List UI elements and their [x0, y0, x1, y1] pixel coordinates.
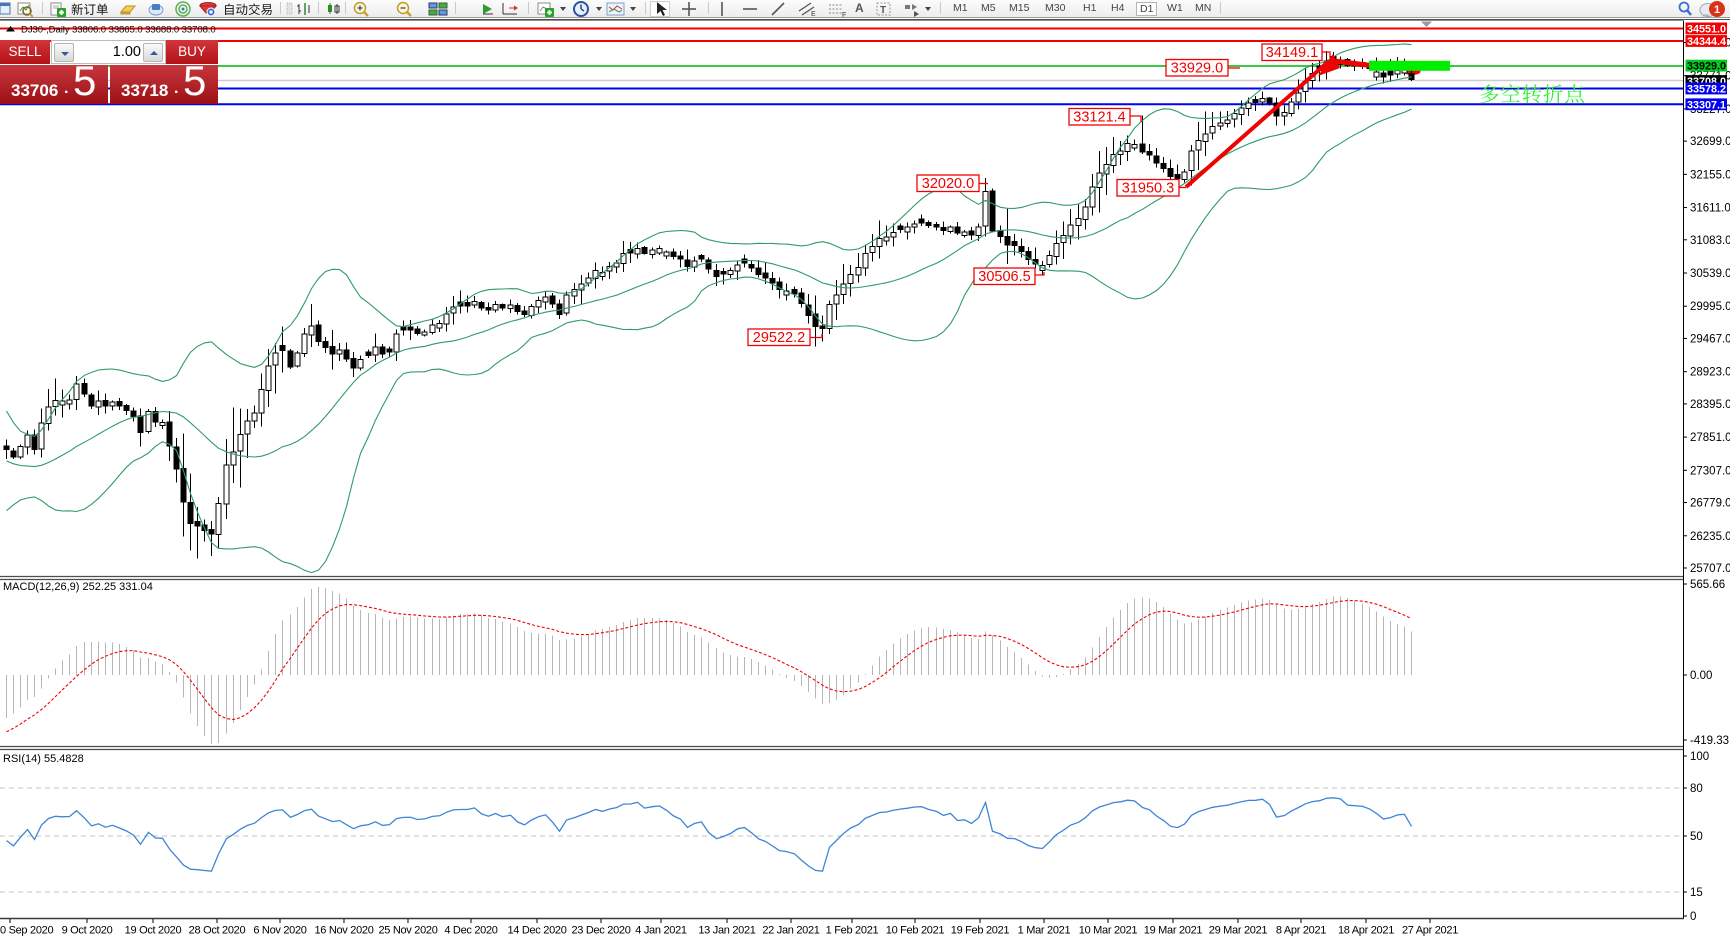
svg-text:29522.2: 29522.2 [753, 330, 805, 346]
svg-text:28 Oct 2020: 28 Oct 2020 [189, 925, 246, 937]
svg-text:14 Dec 2020: 14 Dec 2020 [507, 925, 566, 937]
svg-text:28395.0: 28395.0 [1690, 399, 1730, 411]
svg-text:T: T [880, 5, 886, 16]
svg-text:4 Jan 2021: 4 Jan 2021 [635, 925, 687, 937]
svg-text:F: F [842, 12, 846, 17]
svg-text:32155.0: 32155.0 [1690, 169, 1730, 181]
svg-text:33121.4: 33121.4 [1073, 110, 1125, 126]
svg-text:4 Dec 2020: 4 Dec 2020 [444, 925, 497, 937]
svg-text:26235.0: 26235.0 [1690, 531, 1730, 543]
svg-text:32699.0: 32699.0 [1690, 136, 1730, 148]
svg-text:0.00: 0.00 [1690, 670, 1712, 682]
svg-text:27851.0: 27851.0 [1690, 432, 1730, 444]
svg-text:1 Mar 2021: 1 Mar 2021 [1018, 925, 1071, 937]
svg-text:18 Apr 2021: 18 Apr 2021 [1338, 925, 1394, 937]
svg-text:-419.33: -419.33 [1690, 735, 1729, 747]
svg-text:27307.0: 27307.0 [1690, 465, 1730, 477]
svg-text:10 Mar 2021: 10 Mar 2021 [1079, 925, 1138, 937]
svg-text:565.66: 565.66 [1690, 579, 1725, 591]
svg-text:16 Nov 2020: 16 Nov 2020 [314, 925, 373, 937]
svg-text:13 Jan 2021: 13 Jan 2021 [698, 925, 755, 937]
svg-text:31083.0: 31083.0 [1690, 235, 1730, 247]
svg-text:26779.0: 26779.0 [1690, 498, 1730, 510]
svg-text:31950.3: 31950.3 [1122, 181, 1174, 197]
svg-text:19 Oct 2020: 19 Oct 2020 [125, 925, 182, 937]
svg-text:DJ30-,Daily 33806.0 33865.0 3: DJ30-,Daily 33806.0 33865.0 33688.0 3370… [21, 25, 216, 36]
svg-text:34344.4: 34344.4 [1687, 36, 1726, 48]
svg-text:30539.0: 30539.0 [1690, 268, 1730, 280]
svg-text:RSI(14) 55.4828: RSI(14) 55.4828 [3, 753, 84, 765]
svg-text:50: 50 [1690, 831, 1703, 843]
svg-text:27 Apr 2021: 27 Apr 2021 [1402, 925, 1458, 937]
svg-text:10 Feb 2021: 10 Feb 2021 [886, 925, 945, 937]
svg-text:29 Mar 2021: 29 Mar 2021 [1209, 925, 1268, 937]
svg-text:0 Sep 2020: 0 Sep 2020 [0, 925, 53, 937]
svg-text:8 Apr 2021: 8 Apr 2021 [1276, 925, 1326, 937]
svg-text:0: 0 [1690, 911, 1696, 923]
svg-text:34149.1: 34149.1 [1266, 45, 1318, 61]
svg-text:19 Mar 2021: 19 Mar 2021 [1144, 925, 1203, 937]
svg-text:1: 1 [1714, 4, 1720, 16]
svg-text:25 Nov 2020: 25 Nov 2020 [378, 925, 437, 937]
svg-text:23 Dec 2020: 23 Dec 2020 [571, 925, 630, 937]
svg-text:E: E [811, 11, 816, 17]
svg-text:33578.2: 33578.2 [1687, 84, 1726, 96]
svg-text:33929.0: 33929.0 [1171, 61, 1223, 77]
svg-text:25707.0: 25707.0 [1690, 563, 1730, 575]
svg-text:33307.1: 33307.1 [1687, 99, 1726, 111]
svg-text:31611.0: 31611.0 [1690, 203, 1730, 215]
svg-text:29995.0: 29995.0 [1690, 301, 1730, 313]
svg-text:1 Feb 2021: 1 Feb 2021 [826, 925, 879, 937]
svg-text:28923.0: 28923.0 [1690, 367, 1730, 379]
svg-text:33929.0: 33929.0 [1687, 61, 1726, 73]
svg-text:6 Nov 2020: 6 Nov 2020 [253, 925, 306, 937]
svg-text:MACD(12,26,9) 252.25 331.04: MACD(12,26,9) 252.25 331.04 [3, 581, 153, 593]
svg-text:15: 15 [1690, 887, 1703, 899]
svg-text:32020.0: 32020.0 [922, 176, 974, 192]
svg-text:9 Oct 2020: 9 Oct 2020 [62, 925, 113, 937]
svg-text:19 Feb 2021: 19 Feb 2021 [951, 925, 1010, 937]
svg-text:29467.0: 29467.0 [1690, 333, 1730, 345]
svg-text:22 Jan 2021: 22 Jan 2021 [762, 925, 819, 937]
svg-text:30506.5: 30506.5 [978, 269, 1030, 285]
svg-text:100: 100 [1690, 751, 1709, 763]
svg-text:80: 80 [1690, 783, 1703, 795]
svg-text:34551.0: 34551.0 [1687, 23, 1726, 35]
